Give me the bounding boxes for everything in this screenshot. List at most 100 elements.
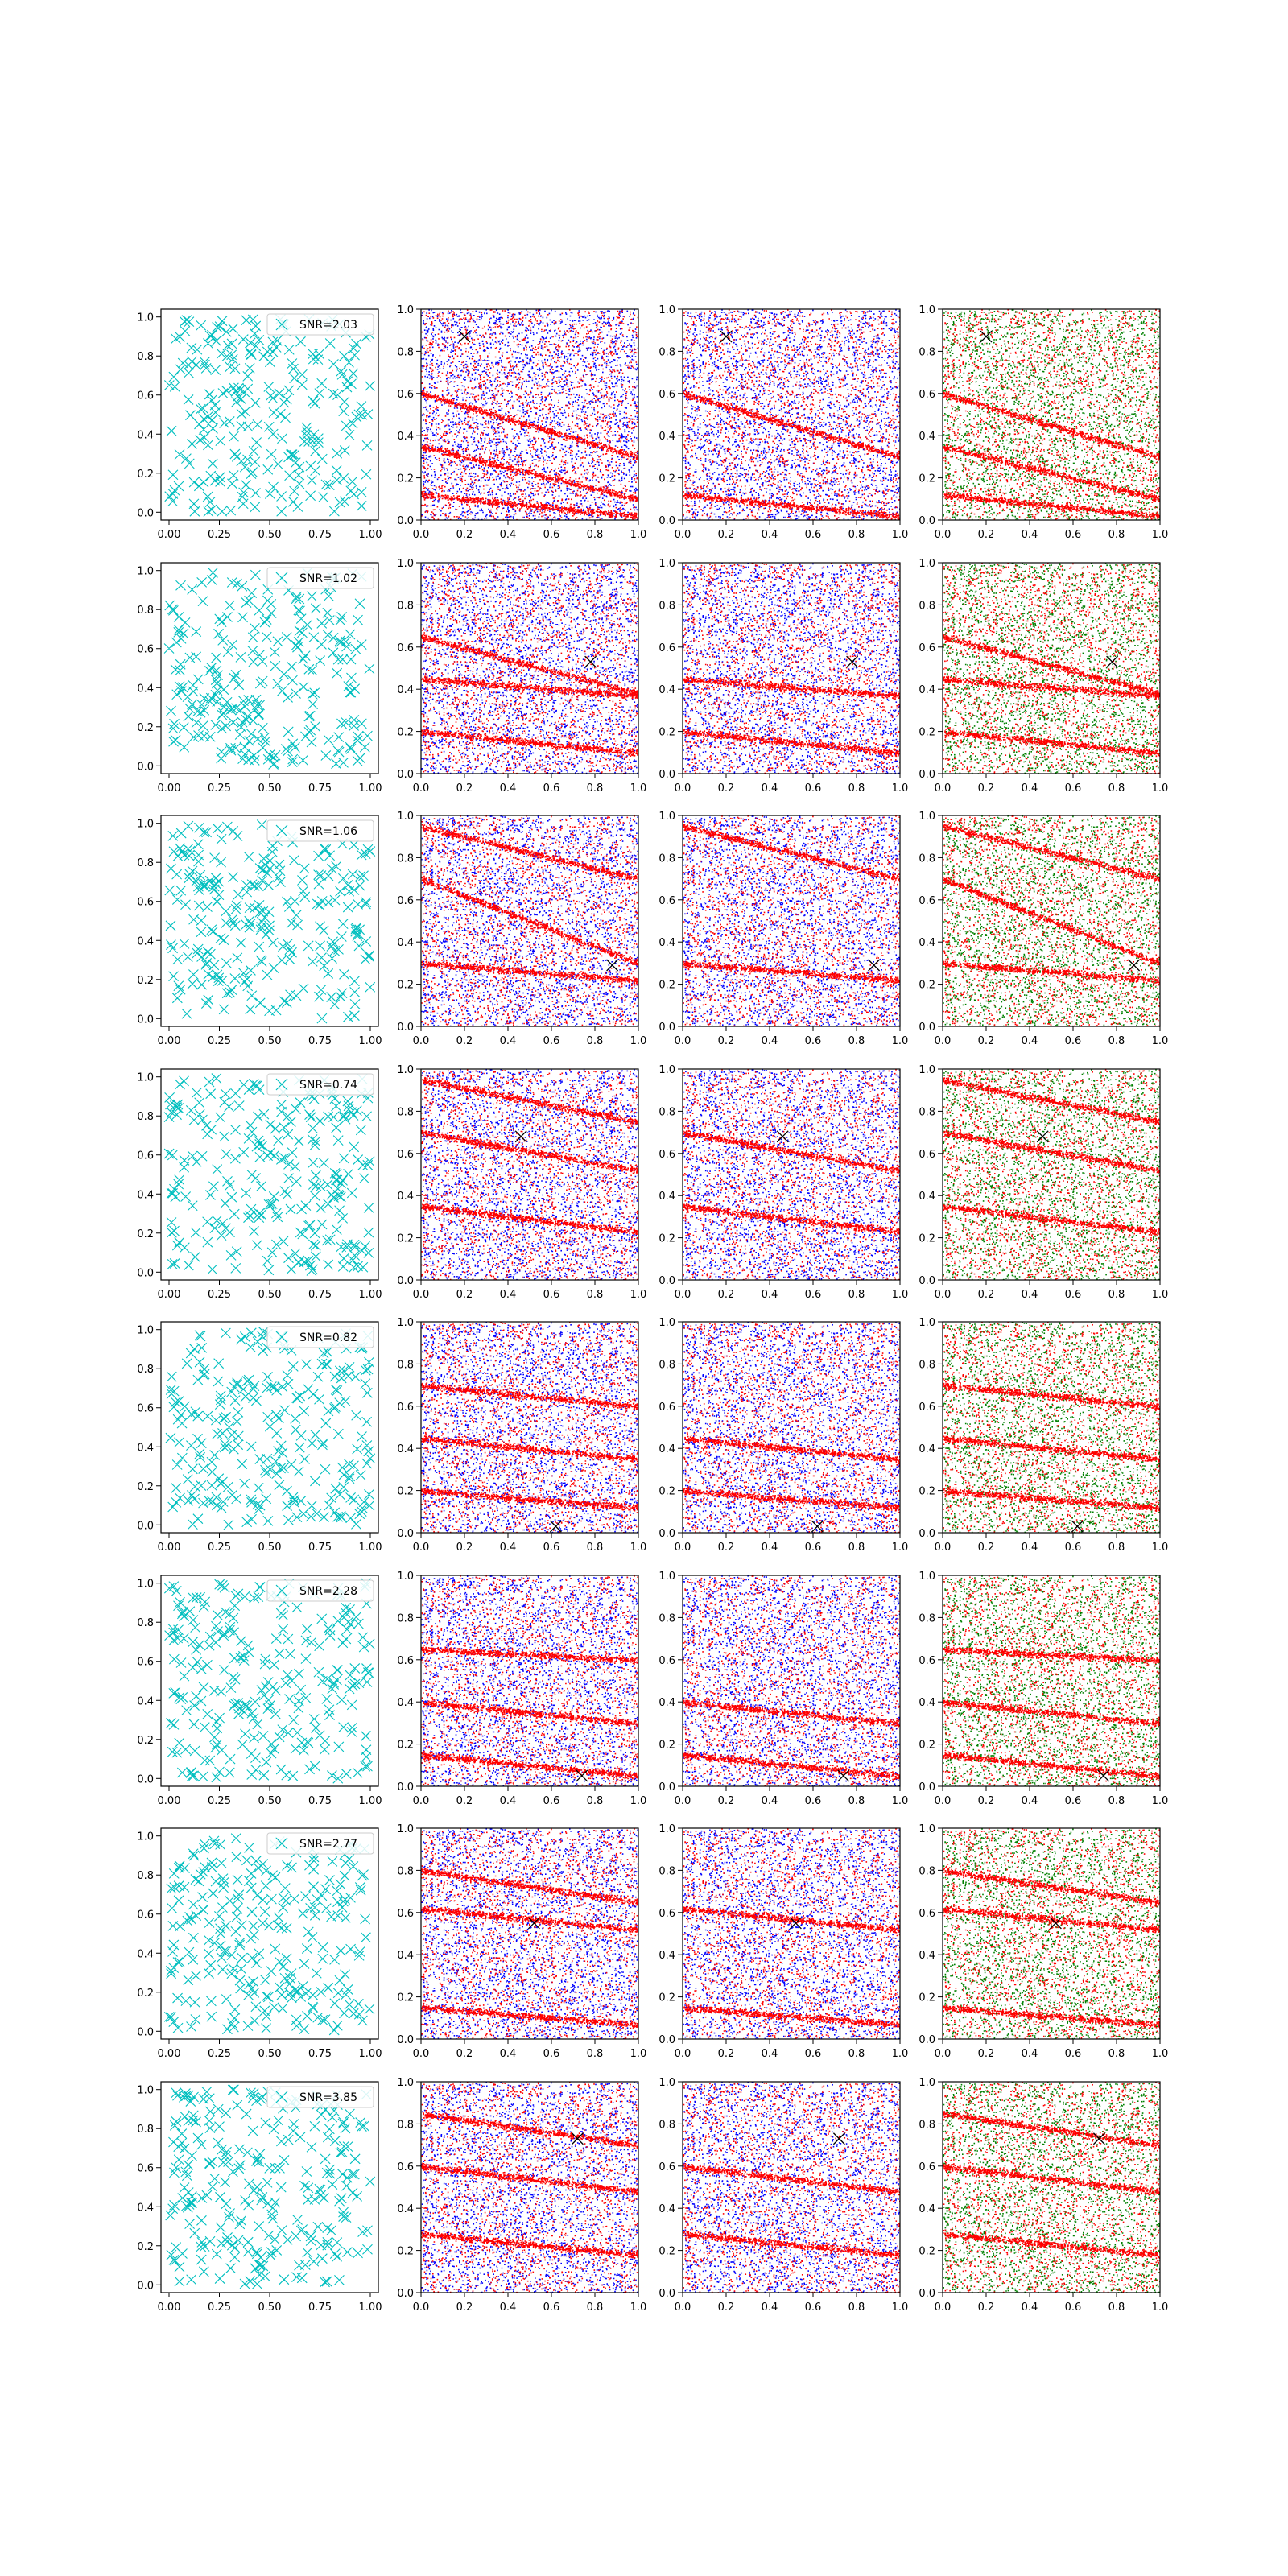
y-tick-label: 0.0 <box>397 769 414 781</box>
true-position-icon <box>1037 1131 1048 1142</box>
y-tick-label: 0.6 <box>397 642 414 654</box>
y-tick-label: 0.6 <box>397 1908 414 1920</box>
x-tick-label: 0.8 <box>848 782 865 795</box>
y-tick-label: 0.6 <box>919 2161 935 2174</box>
x-tick-label: 0.50 <box>258 1289 282 1301</box>
x-tick-label: 0.4 <box>762 2301 778 2314</box>
y-tick-label: 0.8 <box>397 2119 414 2131</box>
x-tick-label: 1.0 <box>1152 1289 1169 1301</box>
y-tick-label: 0.2 <box>658 473 675 485</box>
points-layer <box>943 1575 1162 1788</box>
y-tick-label: 0.2 <box>137 1988 154 2000</box>
y-tick-label: 0.2 <box>658 1486 675 1498</box>
x-tick-label: 1.0 <box>892 1542 909 1554</box>
x-tick-label: 1.00 <box>359 1289 382 1301</box>
x-tick-label: 0.4 <box>1022 1289 1038 1301</box>
y-tick-label: 0.2 <box>658 727 675 739</box>
x-tick-label: 1.00 <box>359 1035 382 1047</box>
points-layer <box>421 309 640 522</box>
y-tick-label: 0.6 <box>397 1149 414 1161</box>
y-tick-label: 0.8 <box>658 1359 675 1371</box>
x-tick-label: 0.75 <box>308 1289 332 1301</box>
x-tick-label: 0.4 <box>762 782 778 795</box>
x-tick-label: 0.8 <box>587 1542 604 1554</box>
subplot-r1-c4: 0.0 0.2 0.4 0.6 0.8 1.00.00.20.40.60.81.0 <box>919 304 1168 541</box>
x-tick-label: 0.6 <box>543 1289 560 1301</box>
subplot-r7-c2: 0.0 0.2 0.4 0.6 0.8 1.00.00.20.40.60.81.0 <box>397 1823 646 2060</box>
y-tick-label: 0.4 <box>919 431 935 443</box>
y-tick-label: 1.0 <box>397 1823 414 1835</box>
subplot-r8-c2: 0.0 0.2 0.4 0.6 0.8 1.00.00.20.40.60.81.0 <box>397 2077 646 2314</box>
x-tick-label: 0.25 <box>208 1289 231 1301</box>
y-tick-label: 0.6 <box>919 1402 935 1414</box>
x-tick-label: 0.8 <box>848 1542 865 1554</box>
y-tick-label: 1.0 <box>919 1064 935 1076</box>
subplot-r5-c4: 0.0 0.2 0.4 0.6 0.8 1.00.00.20.40.60.81.0 <box>919 1317 1168 1554</box>
x-tick-label: 0.00 <box>158 1289 181 1301</box>
y-tick-label: 1.0 <box>658 2077 675 2089</box>
subplot-r2-c1: 0.00 0.25 0.50 0.75 1.000.00.20.40.60.81.0SN… <box>137 563 382 795</box>
axes-frame <box>161 563 378 774</box>
x-tick-label: 0.4 <box>1022 782 1038 795</box>
y-tick-label: 0.2 <box>137 1481 154 1493</box>
x-tick-label: 0.2 <box>978 529 995 541</box>
x-tick-label: 1.0 <box>1152 2301 1169 2314</box>
x-tick-label: 0.8 <box>1108 1035 1125 1047</box>
x-tick-label: 0.8 <box>848 1035 865 1047</box>
legend-label: SNR=0.82 <box>299 1331 357 1344</box>
y-tick-label: 0.4 <box>137 1695 154 1707</box>
y-tick-label: 0.0 <box>137 1520 154 1532</box>
y-tick-label: 1.0 <box>919 558 935 570</box>
x-tick-label: 0.8 <box>1108 1289 1125 1301</box>
y-tick-label: 1.0 <box>658 1571 675 1583</box>
x-tick-label: 0.8 <box>587 529 604 541</box>
true-position-icon <box>515 1131 526 1142</box>
y-tick-label: 0.6 <box>919 1149 935 1161</box>
y-tick-label: 1.0 <box>919 811 935 823</box>
y-tick-label: 0.4 <box>919 1697 935 1709</box>
x-tick-label: 0.50 <box>258 2048 282 2060</box>
y-tick-label: 0.4 <box>137 1948 154 1960</box>
legend-label: SNR=0.74 <box>299 1079 357 1092</box>
x-tick-label: 1.0 <box>892 529 909 541</box>
y-tick-label: 0.2 <box>137 975 154 987</box>
y-tick-label: 0.8 <box>137 1617 154 1629</box>
y-tick-label: 0.4 <box>919 684 935 696</box>
y-tick-label: 1.0 <box>658 304 675 316</box>
signal-points <box>943 815 1162 1027</box>
x-tick-label: 0.4 <box>500 2048 517 2060</box>
y-tick-label: 0.8 <box>919 1359 935 1371</box>
y-tick-label: 0.4 <box>919 2203 935 2215</box>
y-tick-label: 1.0 <box>919 2077 935 2089</box>
x-tick-label: 0.00 <box>158 1035 181 1047</box>
x-tick-label: 0.4 <box>500 1795 517 1807</box>
x-tick-label: 0.75 <box>308 2048 332 2060</box>
signal-points <box>683 563 902 775</box>
x-tick-label: 1.00 <box>359 529 382 541</box>
y-tick-label: 0.0 <box>919 2034 935 2046</box>
signal-markers <box>166 2085 375 2289</box>
x-tick-label: 0.8 <box>848 529 865 541</box>
subplot-r6-c1: 0.00 0.25 0.50 0.75 1.000.00.20.40.60.81.0SN… <box>137 1575 382 1807</box>
y-tick-label: 0.6 <box>658 1149 675 1161</box>
signal-points <box>421 563 640 775</box>
x-tick-label: 0.6 <box>805 1795 822 1807</box>
x-tick-label: 0.6 <box>1065 1289 1082 1301</box>
y-tick-label: 1.0 <box>397 811 414 823</box>
x-tick-label: 1.0 <box>892 2048 909 2060</box>
points-layer <box>683 1322 902 1534</box>
y-tick-label: 0.0 <box>919 515 935 527</box>
subplot-r6-c3: 0.0 0.2 0.4 0.6 0.8 1.00.00.20.40.60.81.0 <box>658 1571 908 1807</box>
signal-points <box>421 2082 640 2293</box>
x-tick-label: 0.2 <box>978 2301 995 2314</box>
signal-points <box>683 1069 902 1282</box>
y-tick-label: 0.8 <box>137 1364 154 1376</box>
y-tick-label: 1.0 <box>137 1831 154 1843</box>
x-tick-label: 0.8 <box>1108 2048 1125 2060</box>
x-tick-label: 0.4 <box>1022 529 1038 541</box>
y-tick-label: 1.0 <box>397 1317 414 1329</box>
y-tick-label: 0.0 <box>919 2288 935 2300</box>
axes-frame <box>161 1828 378 2039</box>
subplot-r3-c2: 0.0 0.2 0.4 0.6 0.8 1.00.00.20.40.60.81.0 <box>397 811 646 1047</box>
y-tick-label: 0.2 <box>397 473 414 485</box>
